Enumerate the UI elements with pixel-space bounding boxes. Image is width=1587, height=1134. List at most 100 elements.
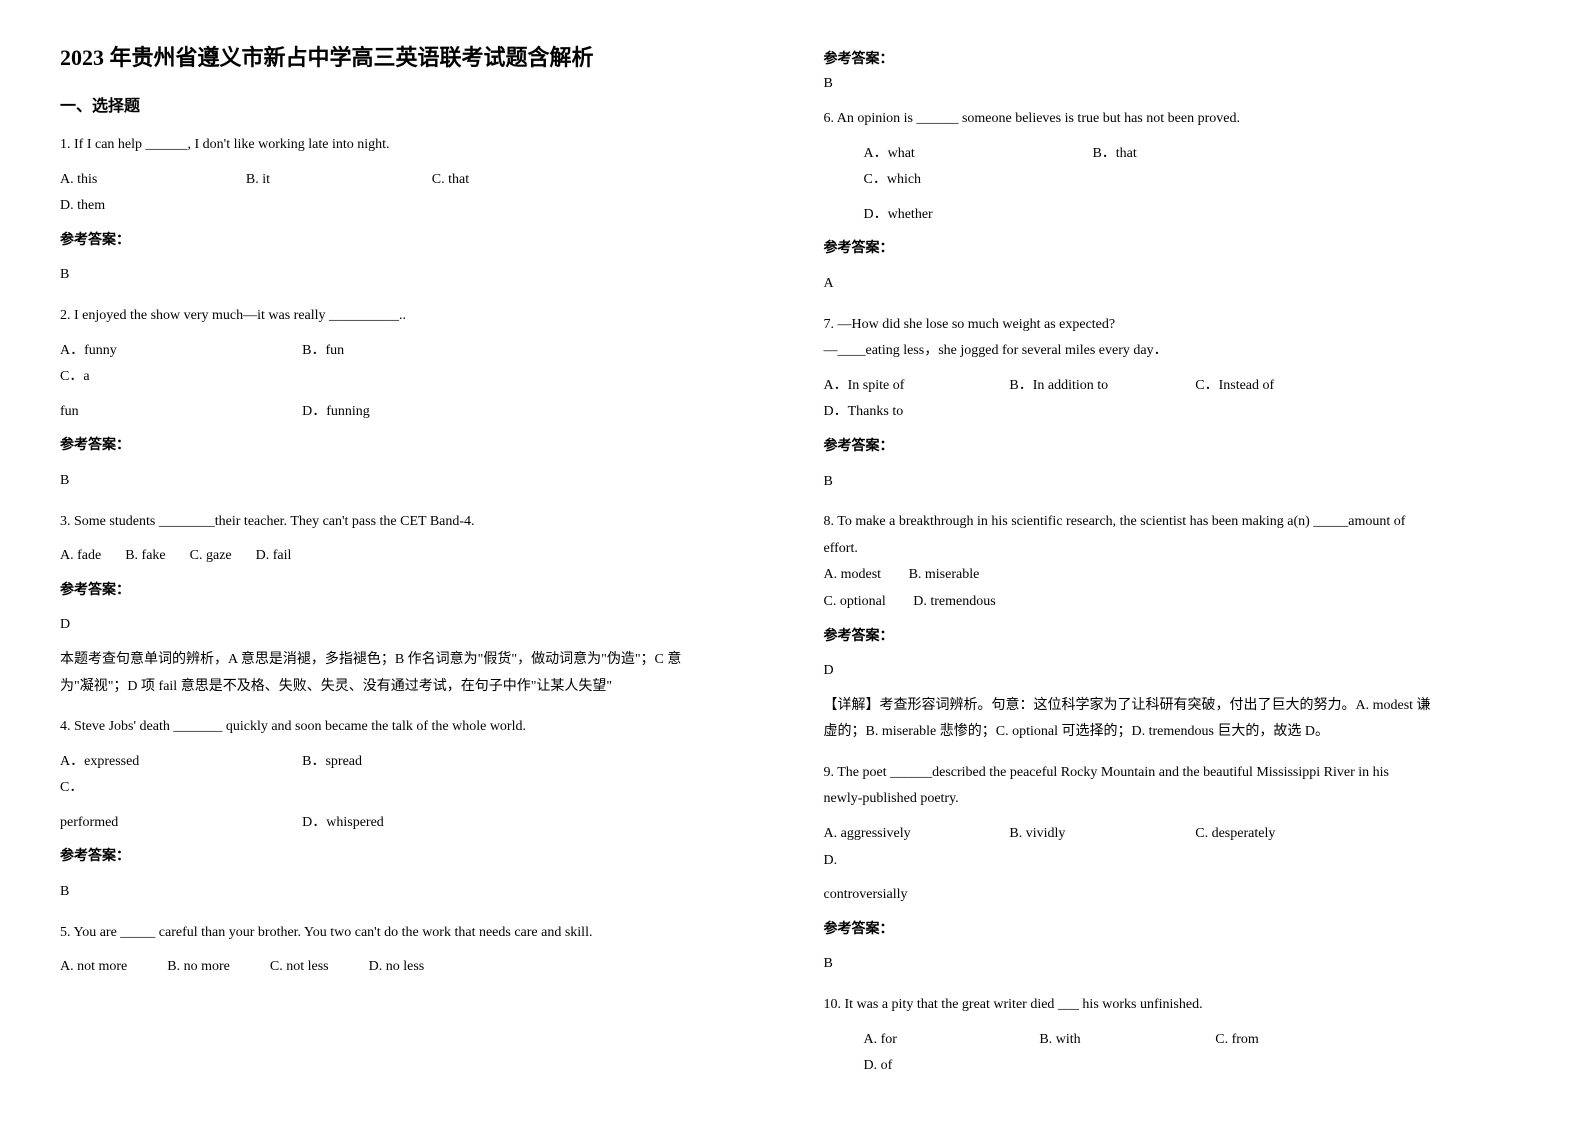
question-stem: 9. The poet ______described the peaceful… [824, 760, 1528, 787]
option-cont: performed [60, 810, 302, 837]
option-c: C. desperately [1195, 821, 1381, 848]
options: A．what B．that C．which [824, 141, 1528, 194]
option-a: A. for [864, 1027, 1040, 1054]
question-4: 4. Steve Jobs' death _______ quickly and… [60, 714, 764, 906]
answer-value: B [60, 879, 764, 906]
option-d: D. tremendous [913, 594, 1005, 609]
option-b: B. no more [167, 954, 240, 981]
option-d: D. no less [369, 954, 435, 981]
option-cont: controversially [824, 882, 1528, 909]
question-stem: 6. An opinion is ______ someone believes… [824, 106, 1528, 133]
option-c: C. optional [824, 594, 896, 609]
option-a: A．In spite of [824, 373, 1010, 400]
option-b: B. vividly [1009, 821, 1195, 848]
option-b: B. with [1039, 1027, 1215, 1054]
options-line2: C. optional D. tremendous [824, 589, 1528, 616]
option-a: A. aggressively [824, 821, 1010, 848]
question-stem: 2. I enjoyed the show very much—it was r… [60, 303, 764, 330]
answer-label: 参考答案： [824, 624, 1528, 651]
option-cont: fun [60, 399, 302, 426]
option-b: B. fake [125, 543, 175, 570]
option-b: B. it [246, 167, 432, 194]
answer-value: B [824, 951, 1528, 978]
question-stem: 8. To make a breakthrough in his scienti… [824, 509, 1528, 536]
option-d: D．funning [302, 399, 380, 426]
question-7: 7. —How did she lose so much weight as e… [824, 312, 1528, 496]
option-a: A．funny [60, 338, 302, 365]
section-header: 一、选择题 [60, 92, 764, 116]
option-d: D．whether [824, 202, 1528, 229]
options-line1: A. modest B. miserable [824, 562, 1528, 589]
option-a: A. fade [60, 543, 111, 570]
explanation-line: 虚的；B. miserable 悲惨的；C. optional 可选择的；D. … [824, 719, 1528, 746]
question-2: 2. I enjoyed the show very much—it was r… [60, 303, 764, 495]
option-b: B．that [1092, 141, 1321, 168]
question-3: 3. Some students ________their teacher. … [60, 509, 764, 701]
option-d: D．Thanks to [824, 399, 1010, 426]
question-stem: 7. —How did she lose so much weight as e… [824, 312, 1528, 339]
option-c: C. from [1215, 1027, 1391, 1054]
answer-label: 参考答案： [824, 48, 1528, 68]
question-stem: 5. You are _____ careful than your broth… [60, 920, 764, 947]
answer-label: 参考答案： [824, 917, 1528, 944]
answer-label: 参考答案： [60, 433, 764, 460]
option-b: B．fun [302, 338, 544, 365]
answer-value: B [60, 468, 764, 495]
option-c: C．which [864, 167, 1093, 194]
option-a: A. not more [60, 954, 137, 981]
question-10: 10. It was a pity that the great writer … [824, 992, 1528, 1080]
options: A．In spite of B．In addition to C．Instead… [824, 373, 1528, 426]
answer-label: 参考答案： [60, 228, 764, 255]
right-column: 参考答案： B 6. An opinion is ______ someone … [824, 40, 1528, 1094]
answer-label: 参考答案： [824, 236, 1528, 263]
question-1: 1. If I can help ______, I don't like wo… [60, 132, 764, 289]
explanation-line: 本题考查句意单词的辨析，A 意思是消褪，多指褪色；B 作名词意为"假货"，做动词… [60, 647, 764, 674]
question-8: 8. To make a breakthrough in his scienti… [824, 509, 1528, 746]
explanation-line: 【详解】考查形容词辨析。句意：这位科学家为了让科研有突破，付出了巨大的努力。A.… [824, 693, 1528, 720]
options: A．funny B．fun C．a [60, 338, 764, 391]
option-d: D. them [60, 193, 246, 220]
option-a: A．what [864, 141, 1093, 168]
option-d: D. fail [256, 543, 302, 570]
question-stem-2: —____eating less，she jogged for several … [824, 338, 1528, 365]
answer-value: D [824, 658, 1528, 685]
answer-value: B [60, 262, 764, 289]
option-a: A. modest [824, 567, 892, 582]
option-c: C．Instead of [1195, 373, 1381, 400]
option-c: C. not less [270, 954, 339, 981]
explanation-line: 为"凝视"；D 项 fail 意思是不及格、失败、失灵、没有通过考试，在句子中作… [60, 674, 764, 701]
left-column: 2023 年贵州省遵义市新占中学高三英语联考试题含解析 一、选择题 1. If … [60, 40, 764, 1094]
option-c: C． [60, 775, 302, 802]
answer-value: B [824, 76, 1528, 92]
option-a: A．expressed [60, 749, 302, 776]
answer-value: A [824, 271, 1528, 298]
option-d: D. of [864, 1053, 1040, 1080]
question-5: 5. You are _____ careful than your broth… [60, 920, 764, 981]
options: A. not more B. no more C. not less D. no… [60, 954, 764, 981]
options-line2: performed D．whispered [60, 810, 764, 837]
answer-value: D [60, 612, 764, 639]
options: A. for B. with C. from D. of [824, 1027, 1528, 1080]
question-6: 6. An opinion is ______ someone believes… [824, 106, 1528, 298]
answer-label: 参考答案： [60, 844, 764, 871]
option-c: C. that [432, 167, 618, 194]
option-b: B. miserable [909, 567, 990, 582]
option-d: D．whispered [302, 810, 394, 837]
question-stem-2: effort. [824, 536, 1528, 563]
option-d: D. [824, 848, 1010, 875]
option-b: B．spread [302, 749, 544, 776]
option-b: B．In addition to [1009, 373, 1195, 400]
options: A. fade B. fake C. gaze D. fail [60, 543, 764, 570]
options-line2: fun D．funning [60, 399, 764, 426]
answer-value: B [824, 469, 1528, 496]
option-a: A. this [60, 167, 246, 194]
answer-label: 参考答案： [60, 578, 764, 605]
options: A. this B. it C. that D. them [60, 167, 764, 220]
options: A．expressed B．spread C． [60, 749, 764, 802]
options: A. aggressively B. vividly C. desperatel… [824, 821, 1528, 874]
question-stem: 10. It was a pity that the great writer … [824, 992, 1528, 1019]
question-9: 9. The poet ______described the peaceful… [824, 760, 1528, 978]
page-columns: 2023 年贵州省遵义市新占中学高三英语联考试题含解析 一、选择题 1. If … [60, 40, 1527, 1094]
page-title: 2023 年贵州省遵义市新占中学高三英语联考试题含解析 [60, 40, 764, 72]
option-c: C．a [60, 364, 302, 391]
